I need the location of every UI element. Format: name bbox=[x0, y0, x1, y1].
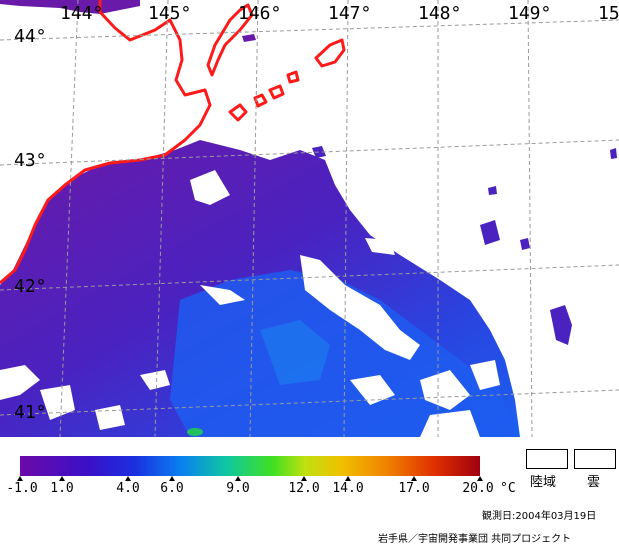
land-legend-label: 陸域 bbox=[530, 475, 557, 490]
latitude-label: 41° bbox=[14, 402, 47, 423]
colorbar-tick-label: 1.0 bbox=[50, 481, 74, 496]
coastline bbox=[0, 0, 346, 285]
longitude-label: 147° bbox=[328, 3, 371, 24]
graticule bbox=[0, 0, 619, 437]
observation-date: 観測日:2004年03月19日 bbox=[482, 511, 597, 522]
latitude-label: 44° bbox=[14, 26, 47, 47]
sea-surface-temperature-map: 144° 145° 146° 147° 148° 149° 15 44° 43°… bbox=[0, 0, 619, 437]
longitude-label: 149° bbox=[508, 3, 551, 24]
cloud-legend-label: 雲 bbox=[587, 475, 601, 490]
colorbar-tick-label: 17.0 bbox=[398, 481, 430, 496]
isolated-water-patches bbox=[312, 146, 617, 345]
latitude-label: 43° bbox=[14, 150, 47, 171]
longitude-label: 146° bbox=[238, 3, 281, 24]
longitude-label: 145° bbox=[148, 3, 191, 24]
colorbar-ticks bbox=[17, 476, 483, 481]
northern-water-patches bbox=[0, 0, 256, 42]
colorbar-tick-label: 20.0 bbox=[462, 481, 494, 496]
longitude-label: 144° bbox=[60, 3, 103, 24]
latitude-label: 42° bbox=[14, 276, 47, 297]
longitude-label: 148° bbox=[418, 3, 461, 24]
warm-core bbox=[260, 320, 330, 385]
cloud-patches bbox=[0, 170, 500, 437]
colorbar-tick-label: 12.0 bbox=[288, 481, 320, 496]
cloud-legend-swatch bbox=[574, 449, 616, 469]
colorbar-tick-label: 4.0 bbox=[116, 481, 140, 496]
longitude-label: 15 bbox=[598, 3, 619, 24]
green-spot bbox=[187, 428, 203, 436]
colorbar-tick-label: 9.0 bbox=[226, 481, 250, 496]
temperature-colorbar bbox=[20, 456, 480, 476]
land-legend-swatch bbox=[526, 449, 568, 469]
colorbar-tick-label: 14.0 bbox=[332, 481, 364, 496]
credit-line: 岩手県／宇宙開発事業団 共同プロジェクト bbox=[378, 534, 572, 545]
colorbar-tick-label: -1.0 bbox=[6, 481, 38, 496]
colorbar-tick-label: 6.0 bbox=[160, 481, 184, 496]
colorbar-unit: °C bbox=[500, 481, 516, 496]
